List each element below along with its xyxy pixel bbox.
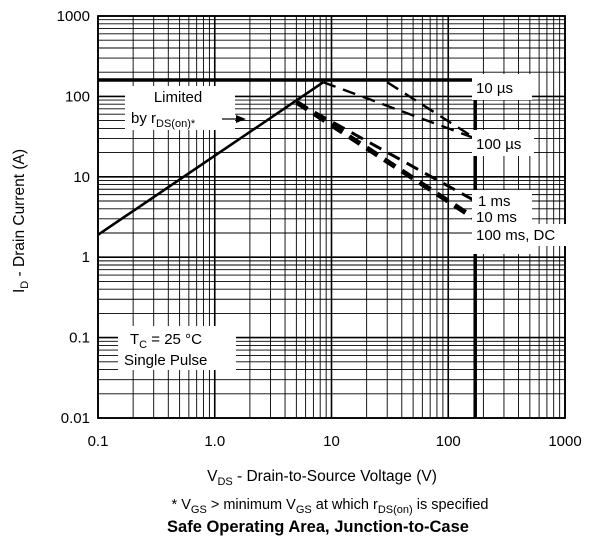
y-axis-title: ID - Drain Current (A) <box>11 149 31 293</box>
series-labels: 10 µs 100 µs 1 ms 10 ms 100 ms, DC <box>472 74 572 254</box>
x-tick-label: 100 <box>436 433 461 450</box>
x-tick-label: 10 <box>323 433 340 450</box>
label-100ms-dc: 100 ms, DC <box>476 227 555 244</box>
label-1ms: 1 ms <box>478 193 511 210</box>
limited-arrowhead <box>236 115 246 123</box>
series-line-1 <box>322 81 476 140</box>
x-tick-label: 0.1 <box>88 433 109 450</box>
series-line-2 <box>295 100 476 203</box>
label-100us: 100 µs <box>476 136 521 153</box>
series-line-5 <box>386 81 476 140</box>
footnote: * VGS > minimum VGS at which rDS(on) is … <box>172 497 489 516</box>
grid <box>97 15 566 419</box>
tick-labels: 0.1 1.0 10 100 1000 0.01 0.1 1 10 100 1000 <box>57 8 582 450</box>
limited-annotation: Limited by rDS(on)* <box>125 86 246 130</box>
tc-annotation: TC = 25 °C Single Pulse <box>118 326 236 370</box>
y-tick-label: 100 <box>65 88 90 105</box>
y-tick-label: 0.1 <box>69 330 90 347</box>
x-axis-title: VDS - Drain-to-Source Voltage (V) <box>207 468 437 488</box>
x-tick-label: 1000 <box>548 433 581 450</box>
plot-frame <box>97 15 566 419</box>
tc-label: TC = 25 °C <box>130 331 202 351</box>
series-line-4 <box>97 81 325 236</box>
single-pulse-label: Single Pulse <box>124 352 207 369</box>
y-tick-label: 1 <box>82 249 90 266</box>
label-10ms: 10 ms <box>476 209 517 226</box>
label-10us: 10 µs <box>476 80 513 97</box>
limited-line2: by rDS(on)* <box>131 110 196 130</box>
series-line-3 <box>295 100 477 221</box>
y-tick-label: 10 <box>73 169 90 186</box>
x-tick-label: 1.0 <box>204 433 225 450</box>
y-tick-label: 0.01 <box>61 410 90 427</box>
limited-line1: Limited <box>154 89 202 106</box>
chart-caption: Safe Operating Area, Junction-to-Case <box>167 518 469 536</box>
y-tick-label: 1000 <box>57 8 90 25</box>
